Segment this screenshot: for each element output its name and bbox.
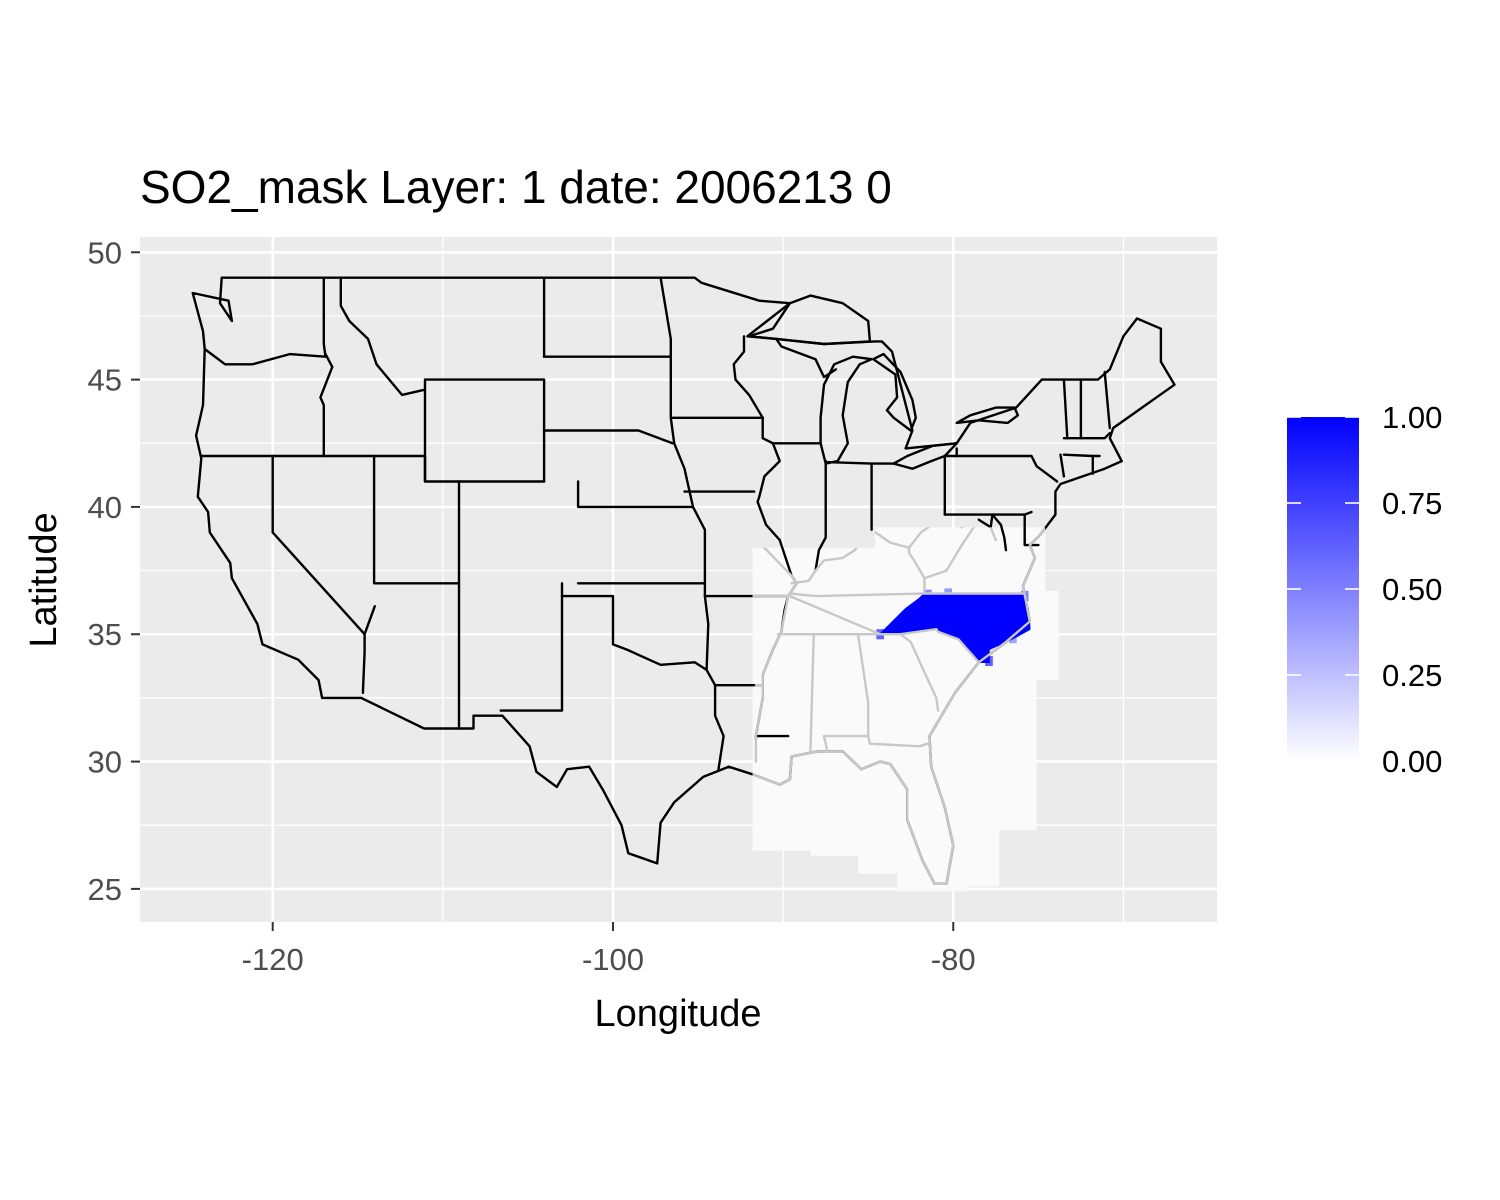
state-boundary-inside [790,528,911,585]
lake-outline [955,406,1020,425]
y-tick-label: 50 [88,235,122,270]
state-boundaries-inside-domain [752,527,1059,885]
state-boundary-inside [754,541,798,763]
state-boundary [576,480,695,509]
state-boundaries-outside-domain [191,276,1176,885]
state-boundary [200,352,334,458]
lake-outline [746,294,872,346]
y-tick-label: 25 [88,872,122,907]
colorbar-ticks: 0.00 0.25 0.50 0.75 1.00 [1287,400,1442,779]
map-layers [191,276,1176,892]
x-axis-title: Longitude [595,993,762,1035]
lake-outline [819,355,873,465]
y-axis-title: Latitude [23,512,65,647]
state-boundary [203,276,327,366]
state-boundary [1042,470,1059,483]
state-boundary [775,337,838,379]
x-axis: -120 -100 -80 [242,922,976,977]
state-boundary [339,276,426,397]
state-boundary [1062,378,1069,440]
y-axis: 25 30 35 40 45 50 [88,235,140,907]
colorbar-legend: 0.00 0.25 0.50 0.75 1.00 [1287,400,1442,779]
state-boundary [1062,453,1101,458]
state-boundary-inside [788,592,1025,598]
us-outline-inside [752,527,1059,885]
state-boundary-inside [907,546,926,595]
minor-gridlines [140,237,1217,922]
state-boundary [560,582,708,672]
state-boundary [991,513,1008,552]
y-tick-label: 30 [88,745,122,780]
edge-cell [1009,632,1017,644]
state-boundary [372,454,461,585]
state-boundary [1059,453,1066,478]
colorbar-tick-label: 0.00 [1382,744,1442,779]
state-boundary-inside [923,527,980,580]
y-tick-label: 35 [88,617,122,652]
state-boundary-inside [907,527,946,549]
state-boundary [659,276,725,771]
state-boundary [732,335,764,419]
x-tick-label: -80 [931,942,976,977]
state-boundary-inside [943,527,997,542]
chart-title: SO2_mask Layer: 1 date: 2006213 0 [140,161,892,213]
edge-cell [985,655,993,667]
plot-panel [140,237,1217,922]
state-boundary [423,378,546,483]
x-tick-label: -120 [242,942,304,977]
edge-cell [923,589,932,600]
colorbar-tick-label: 1.00 [1382,400,1442,435]
state-boundary [542,429,674,445]
y-tick-label: 40 [88,490,122,525]
lake-outline [872,352,917,432]
state-boundary [1103,370,1111,430]
lake-outline [892,442,958,470]
y-tick-label: 45 [88,363,122,398]
state-boundary [363,605,376,636]
state-boundary [1023,513,1040,547]
x-tick-label: -100 [582,942,644,977]
state-boundary [955,454,1045,473]
state-boundary [1062,431,1111,440]
state-boundary-inside [899,633,940,712]
state-boundary [499,594,564,712]
colorbar-tick-label: 0.25 [1382,658,1442,693]
colorbar-tick-label: 0.75 [1382,486,1442,521]
state-boundary-inside [867,734,929,748]
state-boundary-inside [809,633,815,753]
colorbar-tick-label: 0.50 [1382,572,1442,607]
state-boundary [814,459,827,572]
